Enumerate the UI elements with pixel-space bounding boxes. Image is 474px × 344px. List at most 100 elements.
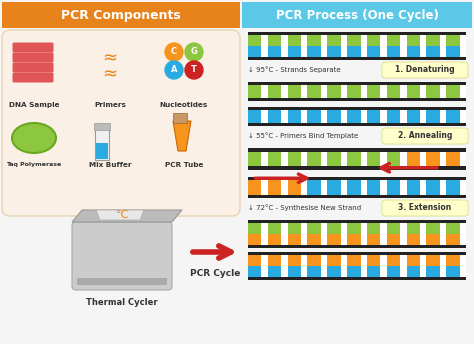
Circle shape	[185, 43, 203, 61]
Polygon shape	[173, 121, 191, 151]
FancyBboxPatch shape	[288, 266, 301, 277]
FancyBboxPatch shape	[327, 234, 341, 245]
FancyBboxPatch shape	[347, 234, 361, 245]
FancyBboxPatch shape	[407, 110, 420, 123]
FancyBboxPatch shape	[308, 223, 321, 234]
FancyBboxPatch shape	[382, 62, 468, 78]
FancyBboxPatch shape	[427, 266, 440, 277]
FancyBboxPatch shape	[387, 85, 400, 98]
FancyBboxPatch shape	[248, 110, 262, 123]
FancyBboxPatch shape	[308, 234, 321, 245]
Text: ≈: ≈	[102, 49, 118, 67]
FancyBboxPatch shape	[268, 85, 281, 98]
FancyBboxPatch shape	[407, 151, 420, 166]
FancyBboxPatch shape	[2, 2, 240, 28]
FancyBboxPatch shape	[248, 110, 466, 123]
FancyBboxPatch shape	[407, 255, 420, 266]
FancyBboxPatch shape	[427, 46, 440, 57]
FancyBboxPatch shape	[248, 266, 262, 277]
FancyBboxPatch shape	[288, 46, 301, 57]
FancyBboxPatch shape	[446, 234, 460, 245]
FancyBboxPatch shape	[12, 73, 54, 83]
FancyBboxPatch shape	[12, 53, 54, 63]
FancyBboxPatch shape	[248, 151, 262, 166]
FancyBboxPatch shape	[248, 35, 262, 46]
FancyBboxPatch shape	[242, 2, 472, 28]
FancyBboxPatch shape	[427, 85, 440, 98]
FancyBboxPatch shape	[446, 151, 460, 166]
FancyBboxPatch shape	[248, 277, 466, 280]
FancyBboxPatch shape	[407, 223, 420, 234]
FancyBboxPatch shape	[308, 46, 321, 57]
FancyBboxPatch shape	[446, 46, 460, 57]
FancyBboxPatch shape	[268, 151, 281, 166]
FancyBboxPatch shape	[96, 143, 108, 159]
Text: ↓ 95°C - Strands Separate: ↓ 95°C - Strands Separate	[248, 67, 341, 73]
FancyBboxPatch shape	[327, 223, 341, 234]
FancyBboxPatch shape	[387, 234, 400, 245]
Text: G: G	[191, 47, 198, 56]
FancyBboxPatch shape	[77, 278, 167, 285]
FancyBboxPatch shape	[268, 223, 281, 234]
FancyBboxPatch shape	[94, 123, 110, 130]
Text: PCR Process (One Cycle): PCR Process (One Cycle)	[275, 9, 438, 21]
FancyBboxPatch shape	[446, 110, 460, 123]
FancyBboxPatch shape	[268, 255, 281, 266]
FancyBboxPatch shape	[288, 234, 301, 245]
FancyBboxPatch shape	[367, 151, 381, 166]
FancyBboxPatch shape	[308, 180, 321, 194]
FancyBboxPatch shape	[407, 180, 420, 194]
FancyBboxPatch shape	[387, 151, 400, 166]
FancyBboxPatch shape	[327, 255, 341, 266]
FancyBboxPatch shape	[387, 223, 400, 234]
FancyBboxPatch shape	[248, 32, 466, 35]
FancyBboxPatch shape	[427, 255, 440, 266]
FancyBboxPatch shape	[367, 266, 381, 277]
FancyBboxPatch shape	[347, 35, 361, 46]
FancyBboxPatch shape	[268, 266, 281, 277]
Polygon shape	[72, 210, 182, 222]
FancyBboxPatch shape	[446, 223, 460, 234]
FancyBboxPatch shape	[446, 35, 460, 46]
Circle shape	[185, 61, 203, 79]
FancyBboxPatch shape	[367, 46, 381, 57]
FancyBboxPatch shape	[308, 255, 321, 266]
FancyBboxPatch shape	[248, 46, 262, 57]
Text: Taq Polymerase: Taq Polymerase	[6, 162, 62, 167]
FancyBboxPatch shape	[248, 85, 262, 98]
FancyBboxPatch shape	[248, 234, 262, 245]
Text: 2. Annealing: 2. Annealing	[398, 131, 452, 140]
FancyBboxPatch shape	[268, 234, 281, 245]
FancyBboxPatch shape	[308, 151, 321, 166]
Text: ℃: ℃	[116, 210, 128, 220]
FancyBboxPatch shape	[387, 255, 400, 266]
FancyBboxPatch shape	[288, 35, 301, 46]
FancyBboxPatch shape	[382, 200, 468, 216]
FancyBboxPatch shape	[248, 57, 466, 60]
FancyBboxPatch shape	[288, 110, 301, 123]
FancyBboxPatch shape	[347, 46, 361, 57]
FancyBboxPatch shape	[382, 128, 468, 144]
Text: ↓ 55°C - Primers Bind Template: ↓ 55°C - Primers Bind Template	[248, 133, 358, 139]
FancyBboxPatch shape	[367, 35, 381, 46]
FancyBboxPatch shape	[72, 222, 172, 290]
FancyBboxPatch shape	[367, 255, 381, 266]
FancyBboxPatch shape	[446, 266, 460, 277]
FancyBboxPatch shape	[446, 85, 460, 98]
FancyBboxPatch shape	[387, 266, 400, 277]
Text: ≈: ≈	[102, 65, 118, 83]
FancyBboxPatch shape	[407, 266, 420, 277]
FancyBboxPatch shape	[387, 46, 400, 57]
FancyBboxPatch shape	[427, 223, 440, 234]
Circle shape	[165, 43, 183, 61]
FancyBboxPatch shape	[248, 223, 466, 245]
Text: PCR Tube: PCR Tube	[165, 162, 203, 168]
FancyBboxPatch shape	[427, 110, 440, 123]
FancyBboxPatch shape	[327, 110, 341, 123]
FancyBboxPatch shape	[407, 234, 420, 245]
FancyBboxPatch shape	[288, 255, 301, 266]
Text: A: A	[171, 65, 177, 75]
FancyBboxPatch shape	[12, 43, 54, 53]
FancyBboxPatch shape	[248, 166, 466, 170]
FancyBboxPatch shape	[288, 180, 301, 194]
